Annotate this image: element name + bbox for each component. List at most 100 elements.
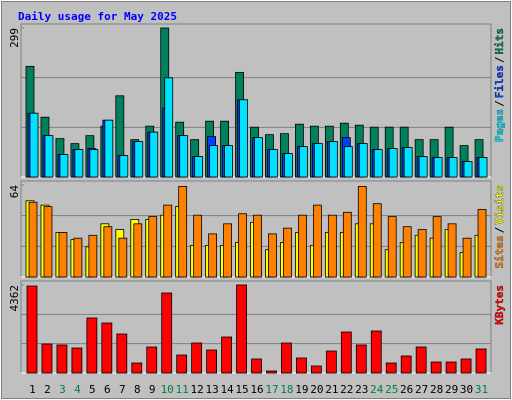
bar bbox=[268, 233, 277, 278]
bar bbox=[206, 349, 218, 374]
bar bbox=[342, 211, 352, 278]
legend-entry: Visits bbox=[493, 185, 506, 225]
x-tick-label: 21 bbox=[325, 383, 338, 396]
x-tick-label: 7 bbox=[119, 383, 126, 396]
bar bbox=[370, 330, 382, 374]
x-tick-label: 5 bbox=[89, 383, 96, 396]
bar bbox=[266, 370, 277, 374]
bar bbox=[41, 343, 53, 374]
x-tick-label: 8 bbox=[134, 383, 141, 396]
bar bbox=[388, 148, 398, 178]
x-tick-label: 27 bbox=[415, 383, 428, 396]
legend-entry: Sites bbox=[493, 235, 506, 268]
bar bbox=[43, 206, 53, 278]
bar bbox=[269, 149, 278, 178]
bar bbox=[28, 201, 38, 278]
bar bbox=[74, 149, 84, 178]
bar bbox=[462, 237, 472, 278]
bar bbox=[239, 99, 248, 178]
bar bbox=[358, 143, 368, 178]
chart-title: Daily usage for May 2025 bbox=[18, 10, 177, 23]
x-tick-label: 17 bbox=[265, 383, 278, 396]
y-tick-label: 4362 bbox=[8, 285, 21, 312]
bar bbox=[134, 141, 144, 178]
legend-separator: / bbox=[493, 100, 506, 107]
bar bbox=[193, 214, 203, 278]
bar bbox=[88, 234, 98, 278]
bar bbox=[148, 216, 158, 278]
bar bbox=[284, 153, 293, 178]
bar bbox=[478, 157, 488, 178]
bar bbox=[299, 146, 308, 178]
bar bbox=[118, 237, 128, 278]
x-tick-label: 25 bbox=[385, 383, 398, 396]
bar bbox=[89, 149, 99, 178]
y-tick-label: 64 bbox=[8, 185, 21, 199]
x-tick-label: 11 bbox=[176, 383, 189, 396]
bar bbox=[164, 77, 174, 178]
x-tick-label: 10 bbox=[161, 383, 174, 396]
bar bbox=[385, 362, 397, 374]
bar bbox=[448, 157, 458, 178]
bar bbox=[236, 284, 247, 374]
x-tick-label: 13 bbox=[205, 383, 218, 396]
bar bbox=[418, 156, 428, 178]
x-tick-label: 2 bbox=[44, 383, 51, 396]
bar bbox=[430, 361, 442, 374]
bar bbox=[29, 112, 39, 178]
bar bbox=[163, 204, 173, 278]
bar bbox=[477, 209, 487, 278]
bar bbox=[251, 358, 262, 374]
bar bbox=[432, 216, 442, 278]
bar bbox=[103, 226, 113, 278]
x-tick-label: 1 bbox=[29, 383, 36, 396]
bar bbox=[328, 141, 338, 178]
bar bbox=[343, 146, 353, 178]
bar bbox=[373, 149, 383, 178]
x-tick-label: 28 bbox=[430, 383, 443, 396]
bar bbox=[104, 119, 114, 178]
x-tick-label: 26 bbox=[400, 383, 413, 396]
x-tick-label: 3 bbox=[59, 383, 66, 396]
bar bbox=[281, 342, 292, 374]
bar bbox=[86, 317, 98, 374]
legend: Pages/Files/Hits bbox=[493, 28, 506, 142]
bar bbox=[56, 344, 68, 374]
x-tick-label: 24 bbox=[370, 383, 384, 396]
bar bbox=[296, 357, 307, 374]
bar bbox=[325, 350, 337, 374]
legend: Sites /Visits bbox=[493, 185, 506, 269]
panel bbox=[20, 280, 492, 374]
bar bbox=[460, 358, 472, 374]
bar bbox=[298, 214, 307, 278]
legend-entry: Files bbox=[493, 65, 506, 98]
x-tick-label: 16 bbox=[250, 383, 263, 396]
bar bbox=[133, 223, 143, 278]
bar bbox=[58, 232, 68, 278]
x-tick-label: 31 bbox=[475, 383, 488, 396]
x-tick-label: 12 bbox=[191, 383, 204, 396]
bar bbox=[146, 346, 158, 374]
legend: KBytes bbox=[493, 285, 506, 325]
bar bbox=[223, 223, 232, 278]
bar bbox=[116, 333, 128, 374]
bar bbox=[208, 233, 218, 278]
bar bbox=[221, 336, 232, 374]
bar bbox=[191, 342, 203, 374]
x-tick-label: 19 bbox=[295, 383, 308, 396]
bar bbox=[463, 161, 473, 178]
bar bbox=[312, 204, 322, 278]
bar bbox=[355, 344, 367, 374]
bar bbox=[433, 157, 443, 178]
bar bbox=[254, 137, 263, 178]
bar bbox=[59, 154, 69, 178]
x-tick-label: 18 bbox=[280, 383, 293, 396]
bar bbox=[340, 331, 352, 374]
bar bbox=[310, 365, 322, 374]
bar bbox=[178, 186, 188, 278]
bar bbox=[475, 348, 487, 374]
bar bbox=[415, 346, 427, 374]
bar bbox=[101, 322, 113, 374]
bar bbox=[372, 203, 382, 278]
